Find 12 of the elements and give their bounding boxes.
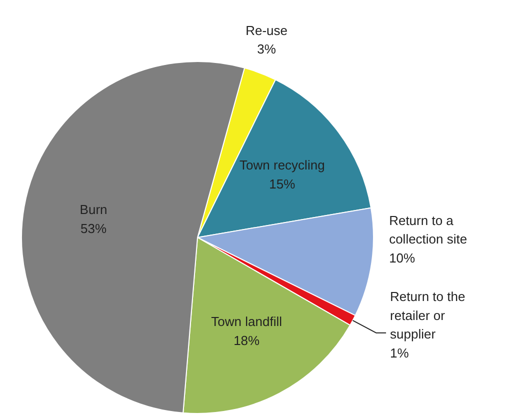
slice-label: Town recycling xyxy=(240,158,325,173)
data-label: 1% xyxy=(390,345,410,360)
slice-label: Return to the retailer or supplier xyxy=(390,289,466,342)
data-label: 15% xyxy=(269,176,296,192)
slice-label: Town landfill xyxy=(211,314,282,330)
slice-label: Return to a collection site xyxy=(389,212,468,247)
data-label: 10% xyxy=(389,250,416,266)
data-label: 18% xyxy=(234,332,260,348)
data-label: 53% xyxy=(80,220,107,236)
data-label: 3% xyxy=(257,42,276,57)
slice-label: Re-use xyxy=(246,22,288,38)
slice-label: Burn xyxy=(80,202,108,218)
